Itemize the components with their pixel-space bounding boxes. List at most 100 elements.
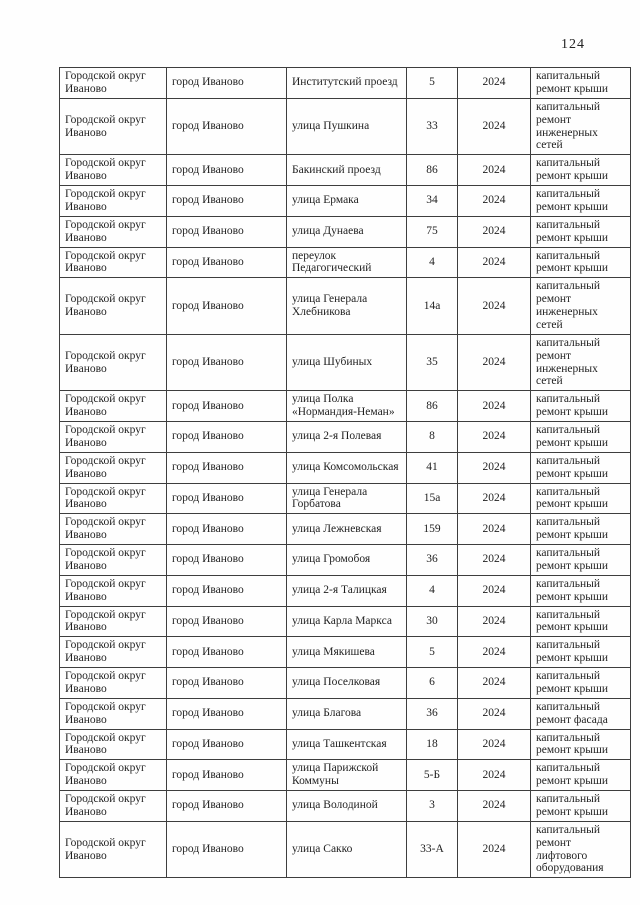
cell-house-number: 8 xyxy=(406,421,458,453)
table-row: Городской округ Иваново город Иваново Ин… xyxy=(59,67,631,99)
cell-year: 2024 xyxy=(457,667,531,699)
cell-work-type: капитальный ремонт крыши xyxy=(530,544,631,576)
table-row: Городской округ Иваново город Иваново ул… xyxy=(59,451,631,484)
cell-district: Городской округ Иваново xyxy=(59,185,167,217)
cell-city: город Иваново xyxy=(166,759,287,791)
cell-city: город Иваново xyxy=(166,154,287,186)
cell-house-number: 159 xyxy=(406,513,458,545)
cell-work-type: капитальный ремонт крыши xyxy=(530,605,631,638)
cell-house-number: 36 xyxy=(406,544,458,576)
cell-year: 2024 xyxy=(457,215,531,248)
cell-district: Городской округ Иваново xyxy=(59,513,167,545)
cell-city: город Иваново xyxy=(166,482,287,515)
cell-district: Городской округ Иваново xyxy=(59,605,167,638)
cell-year: 2024 xyxy=(457,820,531,879)
cell-street: переулок Педагогический xyxy=(286,246,407,279)
cell-work-type: капитальный ремонт инженерных сетей xyxy=(530,277,631,335)
cell-district: Городской округ Иваново xyxy=(59,728,167,761)
cell-city: город Иваново xyxy=(166,451,287,484)
cell-street: улица Лежневская xyxy=(286,513,407,545)
cell-work-type: капитальный ремонт крыши xyxy=(530,759,631,791)
cell-house-number: 33-А xyxy=(406,820,458,879)
table-row: Городской округ Иваново город Иваново ул… xyxy=(59,790,631,822)
table-row: Городской округ Иваново город Иваново ул… xyxy=(59,667,631,699)
table-row: Городской округ Иваново город Иваново ул… xyxy=(59,215,631,248)
cell-city: город Иваново xyxy=(166,333,287,392)
cell-city: город Иваново xyxy=(166,215,287,248)
cell-year: 2024 xyxy=(457,67,531,99)
cell-year: 2024 xyxy=(457,390,531,422)
cell-district: Городской округ Иваново xyxy=(59,574,167,607)
cell-city: город Иваново xyxy=(166,790,287,822)
cell-year: 2024 xyxy=(457,728,531,761)
table-row: Городской округ Иваново город Иваново ул… xyxy=(59,333,631,392)
cell-work-type: капитальный ремонт лифтового оборудовани… xyxy=(530,820,631,879)
cell-city: город Иваново xyxy=(166,185,287,217)
cell-work-type: капитальный ремонт крыши xyxy=(530,451,631,484)
cell-work-type: капитальный ремонт фасада xyxy=(530,697,631,730)
cell-district: Городской округ Иваново xyxy=(59,246,167,279)
table-row: Городской округ Иваново город Иваново ул… xyxy=(59,97,631,156)
cell-year: 2024 xyxy=(457,790,531,822)
cell-house-number: 3 xyxy=(406,790,458,822)
cell-district: Городской округ Иваново xyxy=(59,97,167,156)
cell-district: Городской округ Иваново xyxy=(59,451,167,484)
cell-street: улица Полка «Нормандия-Неман» xyxy=(286,390,407,422)
cell-street: улица Пушкина xyxy=(286,97,407,156)
cell-city: город Иваново xyxy=(166,421,287,453)
cell-house-number: 5 xyxy=(406,67,458,99)
cell-district: Городской округ Иваново xyxy=(59,697,167,730)
cell-district: Городской округ Иваново xyxy=(59,544,167,576)
cell-street: улица Володиной xyxy=(286,790,407,822)
cell-work-type: капитальный ремонт крыши xyxy=(530,390,631,422)
cell-work-type: капитальный ремонт крыши xyxy=(530,185,631,217)
cell-house-number: 15а xyxy=(406,482,458,515)
table-row: Городской округ Иваново город Иваново ул… xyxy=(59,820,631,879)
cell-street: улица Дунаева xyxy=(286,215,407,248)
cell-street: улица Парижской Коммуны xyxy=(286,759,407,791)
cell-year: 2024 xyxy=(457,97,531,156)
cell-district: Городской округ Иваново xyxy=(59,333,167,392)
page-number: 124 xyxy=(561,37,585,52)
cell-work-type: капитальный ремонт крыши xyxy=(530,246,631,279)
cell-year: 2024 xyxy=(457,451,531,484)
cell-street: улица Генерала Горбатова xyxy=(286,482,407,515)
cell-year: 2024 xyxy=(457,513,531,545)
cell-house-number: 4 xyxy=(406,574,458,607)
cell-street: улица Благова xyxy=(286,697,407,730)
cell-district: Городской округ Иваново xyxy=(59,759,167,791)
cell-house-number: 86 xyxy=(406,390,458,422)
cell-year: 2024 xyxy=(457,574,531,607)
cell-city: город Иваново xyxy=(166,605,287,638)
cell-street: улица Генерала Хлебникова xyxy=(286,277,407,335)
cell-work-type: капитальный ремонт инженерных сетей xyxy=(530,333,631,392)
table-row: Городской округ Иваново город Иваново ул… xyxy=(59,421,631,453)
cell-house-number: 30 xyxy=(406,605,458,638)
cell-year: 2024 xyxy=(457,605,531,638)
cell-house-number: 14а xyxy=(406,277,458,335)
cell-district: Городской округ Иваново xyxy=(59,790,167,822)
cell-city: город Иваново xyxy=(166,513,287,545)
cell-district: Городской округ Иваново xyxy=(59,636,167,668)
cell-year: 2024 xyxy=(457,482,531,515)
cell-district: Городской округ Иваново xyxy=(59,667,167,699)
cell-house-number: 35 xyxy=(406,333,458,392)
cell-city: город Иваново xyxy=(166,544,287,576)
table-row: Городской округ Иваново город Иваново ул… xyxy=(59,513,631,545)
cell-street: улица 2-я Полевая xyxy=(286,421,407,453)
cell-street: Институтский проезд xyxy=(286,67,407,99)
cell-year: 2024 xyxy=(457,185,531,217)
cell-street: улица Комсомольская xyxy=(286,451,407,484)
cell-house-number: 5-Б xyxy=(406,759,458,791)
table-body: Городской округ Иваново город Иваново Ин… xyxy=(59,67,631,879)
table-row: Городской округ Иваново город Иваново ул… xyxy=(59,759,631,791)
cell-house-number: 18 xyxy=(406,728,458,761)
cell-house-number: 41 xyxy=(406,451,458,484)
cell-city: город Иваново xyxy=(166,636,287,668)
cell-district: Городской округ Иваново xyxy=(59,390,167,422)
cell-year: 2024 xyxy=(457,333,531,392)
table-row: Городской округ Иваново город Иваново ул… xyxy=(59,544,631,576)
table-row: Городской округ Иваново город Иваново Ба… xyxy=(59,154,631,186)
cell-house-number: 86 xyxy=(406,154,458,186)
